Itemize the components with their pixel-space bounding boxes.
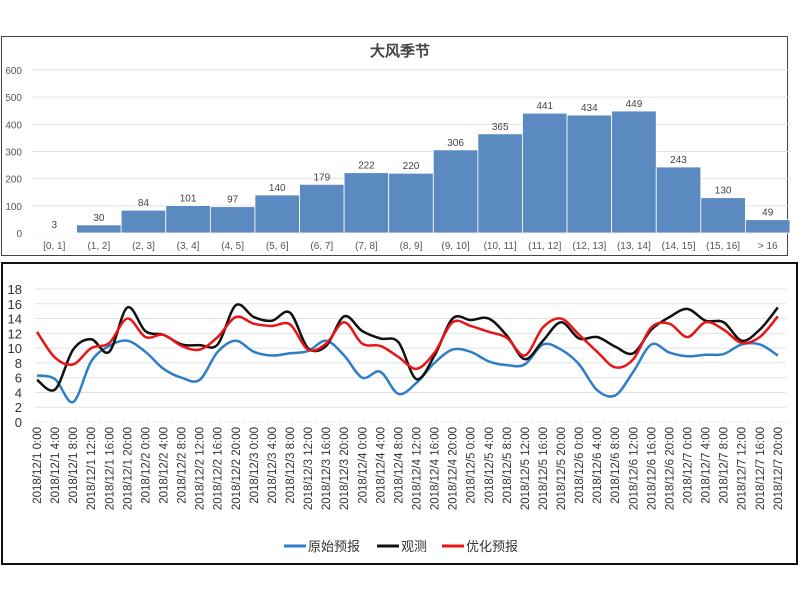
bar (566, 114, 613, 234)
bar (343, 172, 390, 234)
y-tick-label: 100 (5, 202, 22, 213)
x-tick-label: (8, 9] (400, 241, 423, 252)
bar (477, 133, 523, 234)
bar-data-label: 30 (93, 213, 105, 224)
x-tick-label: [0, 1] (43, 241, 65, 252)
x-tick-label: (5, 6] (266, 241, 289, 252)
bar-data-label: 140 (269, 183, 286, 194)
x-tick-label: (6, 7] (310, 241, 333, 252)
bar (522, 112, 568, 234)
bar-data-label: 434 (581, 103, 598, 114)
x-tick-label: (14, 15] (662, 241, 696, 252)
x-tick-label: (1, 2] (87, 241, 110, 252)
bar-data-label: 3 (52, 220, 58, 231)
bar-data-label: 49 (762, 208, 774, 219)
bar (655, 166, 702, 234)
bar (299, 183, 345, 234)
x-tick-label: (15, 16] (706, 241, 740, 252)
x-tick-label: (10, 11] (484, 241, 517, 252)
bar (209, 206, 256, 234)
histogram-chart: 大风季节 0 100 200 300 400 500 600 3 [0, 1] 30 (1, 2] 8… (5, 42, 791, 252)
y-tick-label: 600 (5, 66, 22, 77)
y-tick-label: 400 (5, 120, 22, 131)
x-tick-label: (11, 12] (528, 241, 561, 252)
bar (432, 149, 479, 234)
x-tick-label: (2, 3] (132, 241, 155, 252)
bar-data-label: 97 (227, 195, 239, 206)
y-tick-label: 0 (16, 229, 22, 240)
bar-data-label: 449 (626, 99, 643, 110)
bar (388, 172, 434, 234)
bar (120, 209, 167, 234)
bar-data-label: 101 (180, 194, 197, 205)
bar (700, 197, 746, 234)
y-tick-label: 300 (5, 148, 22, 159)
histogram-chart-frame (1, 36, 788, 256)
y-tick-label: 200 (5, 175, 22, 186)
x-tick-label: (4, 5] (221, 241, 244, 252)
line-chart-frame (1, 262, 798, 565)
bar-data-label: 365 (492, 122, 509, 133)
bar (745, 219, 791, 234)
x-tick-label: (7, 8] (355, 241, 378, 252)
bar-data-label: 220 (403, 161, 420, 172)
bar-data-label: 306 (447, 138, 464, 149)
bar-data-label: 130 (715, 186, 732, 197)
bar-data-label: 84 (138, 198, 150, 209)
x-tick-label: (12, 13] (572, 241, 606, 252)
bar (611, 110, 657, 234)
x-tick-label: (3, 4] (177, 241, 200, 252)
bar-data-label: 243 (670, 155, 687, 166)
bar-data-label: 441 (536, 101, 553, 112)
bar (31, 231, 77, 234)
y-tick-label: 500 (5, 93, 22, 104)
bar-data-label: 179 (313, 172, 330, 183)
bar (76, 224, 122, 234)
x-tick-label: > 16 (758, 241, 778, 252)
x-tick-label: (13, 14] (617, 241, 651, 252)
bar-data-label: 222 (358, 161, 375, 172)
bar (254, 194, 300, 234)
x-tick-label: (9, 10] (441, 241, 470, 252)
chart-title: 大风季节 (370, 42, 430, 60)
bar (165, 205, 211, 234)
